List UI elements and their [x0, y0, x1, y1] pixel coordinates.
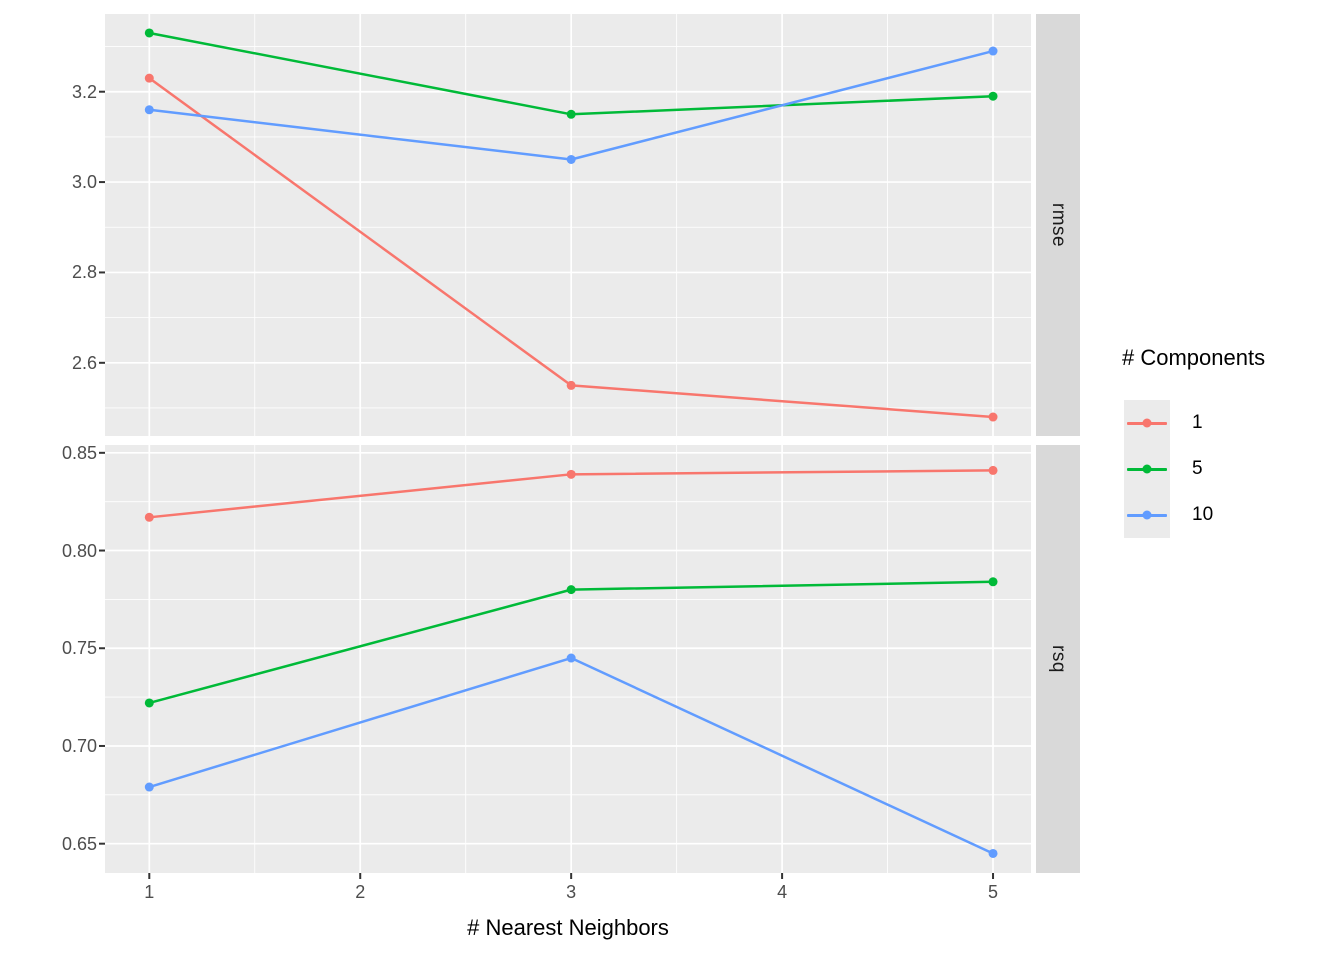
legend-key-comp-5	[1124, 446, 1170, 492]
y-tick-label-rsq-0.85: 0.85	[61, 442, 97, 463]
facet-strip-rsq: rsq	[1036, 445, 1080, 873]
facet-strip-label-rmse: rmse	[1048, 202, 1070, 248]
y-tick-label-rmse-2.8: 2.8	[71, 262, 97, 283]
facet-strip-rmse: rmse	[1036, 14, 1080, 436]
data-point-rsq-comp-1-nn-3	[566, 469, 576, 479]
data-point-rsq-comp-1-nn-1	[144, 512, 154, 522]
data-point-rmse-comp-10-nn-5	[988, 46, 998, 56]
x-tick-label-1: 1	[144, 882, 155, 902]
data-point-rmse-comp-1-nn-5	[988, 412, 998, 422]
data-point-rsq-comp-10-nn-3	[566, 653, 576, 663]
data-point-rsq-comp-10-nn-1	[144, 782, 154, 792]
y-tick-label-rmse-2.6: 2.6	[71, 352, 97, 373]
legend-label-comp-5: 5	[1192, 458, 1203, 479]
x-tick-label-5: 5	[988, 882, 999, 902]
legend-key-comp-1	[1124, 400, 1170, 446]
y-tick-label-rmse-3.2: 3.2	[71, 81, 97, 102]
legend-label-comp-10: 10	[1192, 504, 1214, 525]
data-point-rsq-comp-5-nn-3	[566, 585, 576, 595]
legend-key-dot-icon	[1142, 418, 1152, 428]
data-point-rmse-comp-1-nn-3	[566, 380, 576, 390]
legend-key-dot-icon	[1142, 464, 1152, 474]
facet-panel-rsq	[105, 445, 1031, 873]
data-point-rmse-comp-1-nn-1	[144, 73, 154, 83]
data-point-rsq-comp-1-nn-5	[988, 465, 998, 475]
data-point-rmse-comp-5-nn-5	[988, 91, 998, 101]
y-tick-label-rmse-3.0: 3.0	[71, 172, 97, 193]
data-point-rmse-comp-5-nn-1	[144, 28, 154, 38]
x-tick-label-4: 4	[777, 882, 788, 902]
legend-label-comp-1: 1	[1192, 412, 1203, 433]
data-point-rmse-comp-10-nn-3	[566, 154, 576, 164]
y-tick-label-rsq-0.70: 0.70	[61, 735, 97, 756]
y-tick-label-rsq-0.75: 0.75	[61, 638, 97, 659]
x-axis-title: # Nearest Neighbors	[467, 915, 669, 940]
x-tick-label-2: 2	[355, 882, 366, 902]
data-point-rsq-comp-10-nn-5	[988, 848, 998, 858]
panel-background-rmse	[105, 14, 1031, 436]
legend-key-comp-10	[1124, 492, 1170, 538]
data-point-rmse-comp-5-nn-3	[566, 109, 576, 119]
data-point-rmse-comp-10-nn-1	[144, 105, 154, 115]
y-tick-label-rsq-0.65: 0.65	[61, 833, 97, 854]
facet-strip-label-rsq: rsq	[1048, 645, 1069, 673]
legend-key-dot-icon	[1142, 510, 1152, 520]
y-tick-label-rsq-0.80: 0.80	[61, 540, 97, 561]
x-tick-label-3: 3	[566, 882, 577, 902]
data-point-rsq-comp-5-nn-5	[988, 577, 998, 587]
data-point-rsq-comp-5-nn-1	[144, 698, 154, 708]
legend-title: # Components	[1122, 345, 1266, 370]
facet-panel-rmse	[105, 14, 1031, 436]
